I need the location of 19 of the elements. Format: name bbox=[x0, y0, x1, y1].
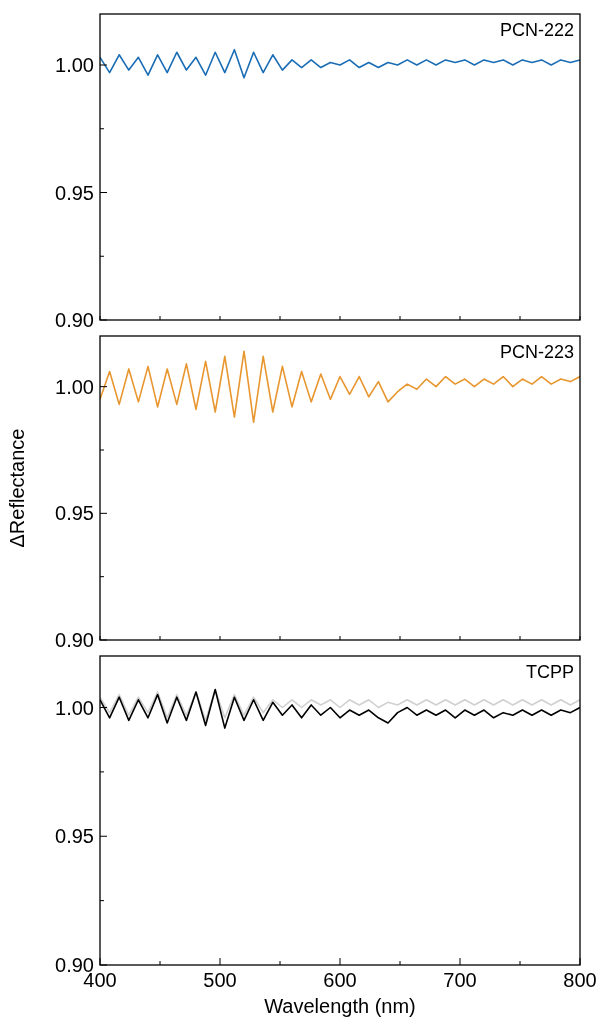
y-tick-label: 1.00 bbox=[55, 375, 94, 398]
y-tick-label: 1.00 bbox=[55, 54, 94, 76]
y-tick-label: 0.95 bbox=[55, 181, 94, 204]
x-tick-label: 800 bbox=[563, 969, 597, 991]
x-tick-label: 600 bbox=[323, 969, 357, 991]
line-series bbox=[100, 48, 580, 79]
chart-title: TCPP bbox=[525, 662, 574, 682]
x-axis-title: Wavelength (nm) bbox=[264, 995, 416, 1017]
chart-title: PCN-223 bbox=[499, 342, 574, 362]
y-tick-label: 0.95 bbox=[55, 825, 94, 848]
line-series bbox=[100, 688, 580, 722]
y-tick-label: 1.00 bbox=[55, 696, 94, 719]
x-tick-label: 700 bbox=[443, 969, 477, 991]
y-axis-title: ΔReflectance bbox=[6, 428, 28, 548]
y-tick-label: 0.90 bbox=[55, 309, 94, 331]
y-tick-label: 0.90 bbox=[55, 629, 94, 651]
chart-title: PCN-222 bbox=[499, 20, 574, 40]
x-tick-label: 500 bbox=[203, 969, 237, 991]
y-tick-label: 0.95 bbox=[55, 502, 94, 525]
